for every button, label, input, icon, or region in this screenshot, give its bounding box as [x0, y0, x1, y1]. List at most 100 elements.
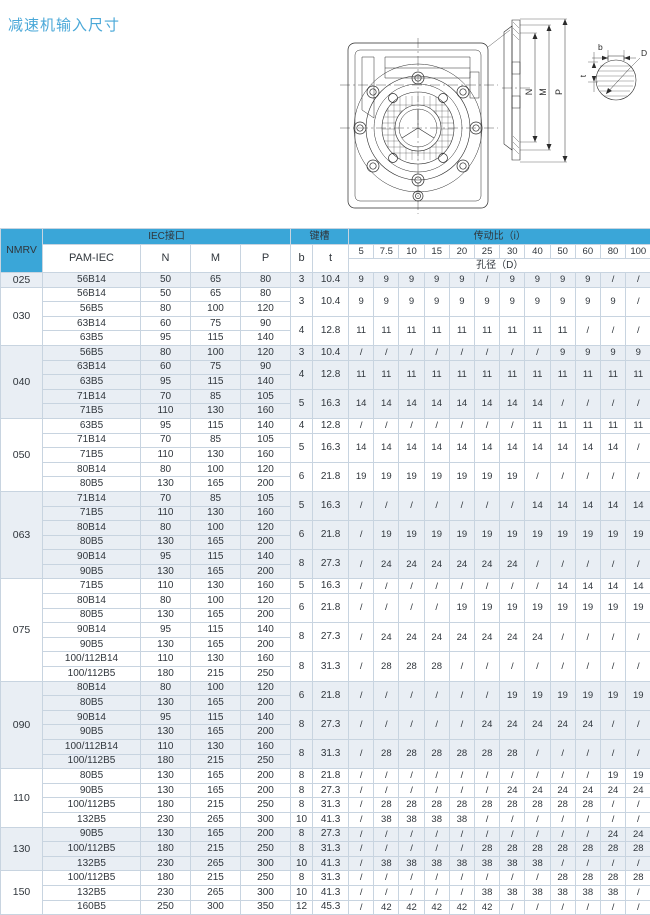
bore-value-cell: 11	[374, 316, 399, 345]
bore-value-cell: /	[399, 594, 424, 623]
bore-value-cell: 11	[424, 316, 449, 345]
bore-value-cell: /	[500, 491, 525, 520]
pam-iec-cell: 100/112B14	[43, 652, 141, 667]
bore-value-cell: 24	[474, 550, 499, 579]
dim-label-t: t	[578, 74, 588, 77]
keyway-t-cell: 41.3	[313, 812, 349, 827]
bore-value-cell: /	[399, 681, 424, 710]
m-dimension-cell: 215	[191, 842, 241, 857]
bore-value-cell: /	[575, 900, 600, 915]
bore-value-cell: 19	[399, 462, 424, 491]
bore-value-cell: 38	[399, 812, 424, 827]
bore-value-cell: 28	[474, 740, 499, 769]
dim-label-n: N	[524, 89, 534, 96]
bore-value-cell: 9	[550, 287, 575, 316]
bore-value-cell: /	[399, 418, 424, 433]
keyway-t-cell: 27.3	[313, 827, 349, 842]
bore-value-cell: 19	[525, 594, 550, 623]
n-dimension-cell: 180	[141, 754, 191, 769]
bore-value-cell: 14	[525, 491, 550, 520]
pam-iec-cell: 90B5	[43, 637, 141, 652]
p-dimension-cell: 120	[241, 521, 291, 536]
bore-value-cell: /	[449, 769, 474, 784]
keyway-b-cell: 5	[291, 491, 313, 520]
header-ratio-2: 10	[399, 245, 424, 259]
bore-value-cell: 19	[600, 769, 625, 784]
bore-value-cell: /	[474, 871, 499, 886]
bore-value-cell: 38	[374, 856, 399, 871]
bore-value-cell: /	[399, 710, 424, 739]
p-dimension-cell: 105	[241, 433, 291, 448]
bore-value-cell: 11	[525, 360, 550, 389]
bore-value-cell: /	[626, 740, 650, 769]
bore-value-cell: /	[374, 827, 399, 842]
bore-value-cell: /	[399, 769, 424, 784]
m-dimension-cell: 75	[191, 360, 241, 375]
bore-value-cell: 19	[525, 521, 550, 550]
n-dimension-cell: 180	[141, 667, 191, 682]
m-dimension-cell: 100	[191, 594, 241, 609]
header-bore-diameter: 孔径（D）	[349, 259, 650, 273]
bore-value-cell: /	[374, 783, 399, 798]
bore-value-cell: 28	[550, 842, 575, 857]
bore-value-cell: /	[600, 798, 625, 813]
m-dimension-cell: 165	[191, 827, 241, 842]
bore-value-cell: 19	[449, 462, 474, 491]
m-dimension-cell: 100	[191, 302, 241, 317]
bore-value-cell: 9	[449, 273, 474, 288]
bore-value-cell: 14	[424, 389, 449, 418]
bore-value-cell: /	[374, 681, 399, 710]
bore-value-cell: /	[600, 273, 625, 288]
bore-value-cell: 24	[424, 550, 449, 579]
bore-value-cell: 14	[449, 433, 474, 462]
keyway-t-cell: 27.3	[313, 710, 349, 739]
bore-value-cell: 11	[550, 360, 575, 389]
bore-value-cell: /	[575, 812, 600, 827]
n-dimension-cell: 130	[141, 725, 191, 740]
keyway-b-cell: 8	[291, 623, 313, 652]
bore-value-cell: 19	[374, 462, 399, 491]
m-dimension-cell: 85	[191, 491, 241, 506]
pam-iec-cell: 80B14	[43, 681, 141, 696]
bore-value-cell: /	[575, 769, 600, 784]
bore-value-cell: 19	[424, 462, 449, 491]
bore-value-cell: /	[449, 827, 474, 842]
bore-value-cell: 24	[474, 710, 499, 739]
m-dimension-cell: 130	[191, 506, 241, 521]
bore-value-cell: 11	[399, 316, 424, 345]
bore-value-cell: /	[349, 769, 374, 784]
bore-value-cell: 9	[349, 273, 374, 288]
keyway-b-cell: 6	[291, 594, 313, 623]
bore-value-cell: 42	[374, 900, 399, 915]
bore-value-cell: 11	[626, 418, 650, 433]
keyway-b-cell: 8	[291, 550, 313, 579]
keyway-b-cell: 8	[291, 769, 313, 784]
bore-value-cell: /	[449, 491, 474, 520]
bore-value-cell: 19	[399, 521, 424, 550]
n-dimension-cell: 130	[141, 637, 191, 652]
header-ratio-7: 40	[525, 245, 550, 259]
bore-value-cell: /	[374, 842, 399, 857]
header-nmrv: NMRV	[1, 229, 43, 273]
bore-value-cell: 14	[525, 389, 550, 418]
pam-iec-cell: 80B5	[43, 477, 141, 492]
drawing-svg: N M P b t D	[330, 0, 650, 225]
keyway-b-cell: 4	[291, 360, 313, 389]
m-dimension-cell: 165	[191, 564, 241, 579]
bore-value-cell: 9	[424, 287, 449, 316]
bore-value-cell: 24	[424, 623, 449, 652]
keyway-t-cell: 31.3	[313, 652, 349, 681]
header-t: t	[313, 245, 349, 273]
bore-value-cell: /	[626, 710, 650, 739]
pam-iec-cell: 71B5	[43, 506, 141, 521]
p-dimension-cell: 200	[241, 477, 291, 492]
bore-value-cell: 28	[449, 798, 474, 813]
n-dimension-cell: 70	[141, 491, 191, 506]
bore-value-cell: /	[349, 900, 374, 915]
bore-value-cell: 11	[424, 360, 449, 389]
bore-value-cell: 14	[449, 389, 474, 418]
bore-value-cell: 28	[374, 652, 399, 681]
m-dimension-cell: 130	[191, 579, 241, 594]
